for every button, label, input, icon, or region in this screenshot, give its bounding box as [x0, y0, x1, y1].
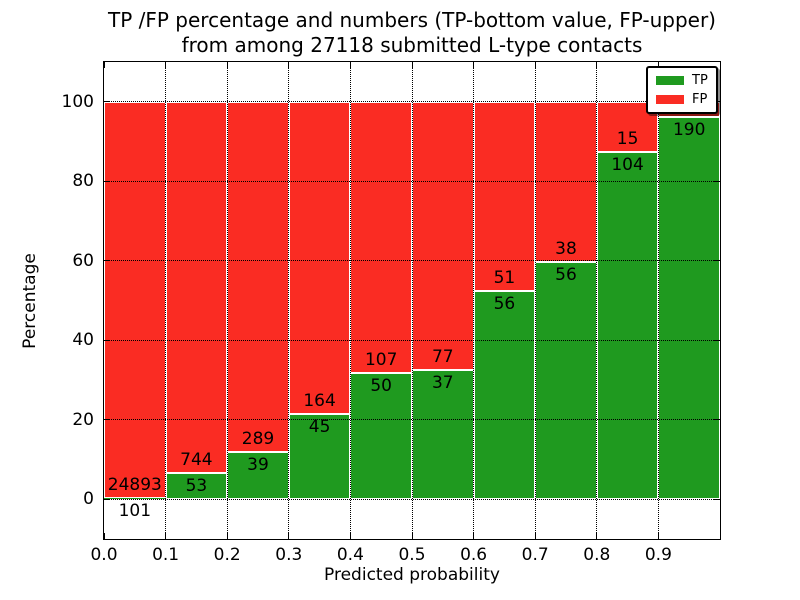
tp-count-label: 39 [247, 454, 269, 475]
fp-count-label: 24893 [107, 474, 162, 495]
bar-segment-tp [227, 451, 289, 500]
fp-count-label: 164 [303, 390, 336, 411]
tp-count-label: 56 [493, 294, 516, 315]
fp-swatch-icon [656, 95, 684, 104]
bar-segment-fp [288, 101, 351, 414]
bar-segment-fp [227, 101, 289, 452]
tp-count-label: 101 [118, 500, 152, 521]
bar-segment-fp [104, 101, 166, 498]
x-gridline [349, 62, 351, 539]
x-gridline [411, 62, 413, 539]
fp-count-label: 107 [364, 349, 398, 370]
bar-segment-fp [165, 101, 228, 473]
y-tick-label: 100 [61, 91, 94, 112]
y-tick-label: 60 [72, 250, 94, 271]
legend-label-fp: FP [692, 92, 708, 107]
chart-title: TP /FP percentage and numbers (TP-bottom… [104, 8, 720, 58]
bar-segment-tp [473, 291, 536, 500]
chart-title-line1: TP /FP percentage and numbers (TP-bottom… [108, 8, 716, 32]
legend-item-tp: TP [656, 71, 708, 90]
x-tick-label: 0.8 [583, 545, 611, 565]
tp-count-label: 104 [611, 154, 644, 175]
x-tick-label: 0.2 [213, 545, 241, 565]
fp-count-label: 38 [555, 239, 577, 260]
x-tick-label: 0.1 [152, 545, 180, 565]
x-tick-label: 0.7 [521, 545, 549, 565]
fp-count-label: 289 [241, 428, 275, 449]
x-gridline [534, 62, 536, 539]
x-axis-label: Predicted probability [324, 565, 500, 585]
x-tick-mark [103, 533, 105, 539]
x-gridline [226, 62, 228, 539]
plot-area: 24893 101 744 53 289 39 164 45 107 50 77 37 51 56 38 56… [103, 61, 721, 540]
bar-segment-fp [412, 101, 474, 371]
bar-segment-fp [350, 101, 412, 373]
tp-count-label: 50 [370, 375, 393, 396]
x-tick-label: 0.6 [460, 545, 488, 565]
legend-item-fp: FP [656, 90, 708, 109]
bar-segment-tp [535, 262, 597, 500]
legend-label-tp: TP [692, 73, 708, 88]
x-tick-label: 0.4 [336, 545, 364, 565]
x-tick-label: 0.9 [644, 545, 672, 565]
x-gridline [473, 62, 475, 539]
x-tick-mark [103, 62, 105, 68]
y-tick-label: 40 [72, 330, 94, 351]
y-tick-label: 80 [72, 171, 94, 192]
bar-segment-tp [104, 497, 166, 500]
bar-segment-fp [473, 101, 536, 292]
y-axis-label: Percentage [20, 253, 40, 349]
x-gridline [657, 62, 659, 539]
x-gridline [288, 62, 290, 539]
bar-segment-fp [535, 101, 597, 263]
tp-count-label: 45 [308, 416, 331, 437]
bar-segment-tp [658, 117, 720, 500]
x-gridline [165, 62, 167, 539]
chart-title-line2: from among 27118 submitted L-type contac… [181, 33, 643, 57]
x-tick-label: 0.3 [275, 545, 303, 565]
y-tick-label: 20 [72, 409, 94, 430]
tp-count-label: 53 [185, 476, 208, 496]
fp-count-label: 15 [616, 128, 639, 149]
x-gridline [596, 62, 598, 539]
tp-count-label: 56 [555, 265, 577, 286]
fp-count-label: 51 [493, 268, 516, 289]
x-tick-label: 0.5 [398, 545, 426, 565]
y-tick-label: 0 [83, 489, 94, 510]
x-tick-label: 0.0 [90, 545, 118, 565]
fp-count-label: 77 [431, 347, 454, 368]
tp-count-label: 37 [431, 373, 454, 394]
tp-swatch-icon [656, 76, 684, 85]
tp-count-label: 190 [672, 120, 706, 141]
fp-count-label: 744 [180, 450, 213, 470]
legend: TP FP [646, 66, 718, 114]
bar-segment-tp [596, 151, 659, 500]
